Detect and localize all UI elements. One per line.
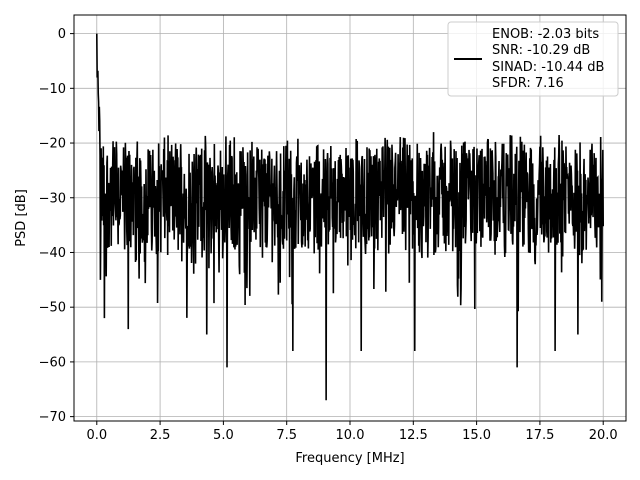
x-tick-label: 0.0: [86, 428, 107, 443]
legend-line-3: SINAD: -10.44 dB: [492, 60, 604, 75]
legend-line-1: ENOB: -2.03 bits: [492, 27, 599, 42]
x-tick-label: 5.0: [213, 428, 234, 443]
x-tick-label: 2.5: [150, 428, 171, 443]
x-tick-label: 10.0: [336, 428, 365, 443]
legend-line-2: SNR: -10.29 dB: [492, 43, 590, 58]
x-tick-label: 12.5: [399, 428, 428, 443]
y-tick-label: −70: [39, 410, 66, 425]
plot-area: [95, 33, 605, 401]
y-tick-label: −50: [39, 301, 66, 316]
y-tick-label: 0: [58, 27, 66, 42]
y-axis: 0 −10 −20 −30 −40 −50 −60 −70: [39, 27, 74, 425]
x-axis-label: Frequency [MHz]: [295, 451, 404, 466]
x-tick-label: 7.5: [276, 428, 297, 443]
psd-series-line: [95, 33, 605, 401]
legend-box: [447, 21, 619, 97]
y-tick-label: −60: [39, 355, 66, 370]
y-tick-label: −40: [39, 246, 66, 261]
y-tick-label: −30: [39, 191, 66, 206]
legend: ENOB: -2.03 bits SNR: -10.29 dB SINAD: -…: [447, 21, 619, 97]
legend-line-4: SFDR: 7.16: [492, 76, 564, 91]
x-axis: 0.0 2.5 5.0 7.5 10.0 12.5 15.0 17.5 20.0: [86, 421, 618, 443]
y-axis-label: PSD [dB]: [14, 189, 29, 247]
x-tick-label: 20.0: [589, 428, 618, 443]
x-tick-label: 15.0: [462, 428, 491, 443]
y-tick-label: −20: [39, 137, 66, 152]
y-tick-label: −10: [39, 82, 66, 97]
x-tick-label: 17.5: [525, 428, 554, 443]
